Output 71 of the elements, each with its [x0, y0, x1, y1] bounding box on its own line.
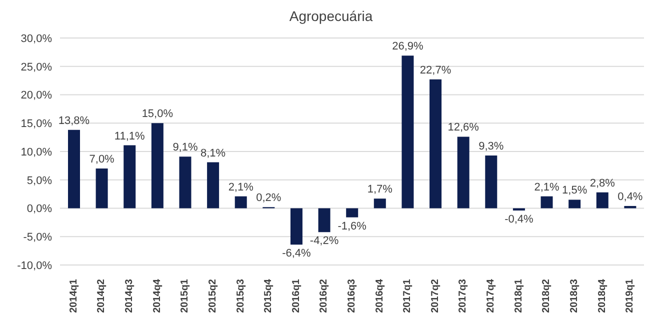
bar [346, 208, 358, 218]
x-tick-label: 2015q3 [235, 278, 246, 313]
data-label: 12,6% [448, 122, 480, 134]
data-label: 13,8% [58, 114, 90, 127]
chart-title: Agropecuária [288, 8, 374, 26]
x-tick-label: 2016q4 [374, 278, 386, 313]
data-label: 0,2% [256, 192, 282, 204]
y-tick-label: 0,0% [26, 203, 52, 216]
y-tick-label: 10,0% [20, 146, 52, 158]
x-tick-label: 2015q2 [207, 278, 218, 313]
data-label: 26,9% [392, 40, 424, 53]
x-tick-label: 2014q4 [152, 278, 163, 313]
y-tick-label: 30,0% [20, 32, 52, 45]
data-label: -4,2% [310, 235, 339, 248]
y-tick-label: -5,0% [23, 232, 52, 244]
data-label: 1,5% [562, 184, 588, 197]
data-label: 7,0% [89, 154, 115, 166]
x-tick-label: 2014q1 [68, 278, 80, 313]
data-label: -0,4% [504, 214, 534, 226]
bar [68, 130, 80, 208]
bar [96, 168, 108, 208]
data-label: 0,4% [618, 190, 643, 203]
bar [402, 56, 414, 208]
data-label: 9,3% [478, 140, 504, 152]
bar [234, 196, 247, 208]
bar [624, 206, 636, 208]
data-label: 2,1% [228, 181, 254, 194]
bar [179, 156, 192, 208]
data-label: 8,1% [200, 147, 226, 160]
bar [457, 136, 470, 208]
data-label: 9,1% [172, 142, 198, 154]
bar [596, 192, 608, 208]
x-tick-label: 2015q4 [263, 278, 274, 313]
x-tick-label: 2016q3 [346, 278, 358, 313]
x-tick-label: 2019q1 [624, 278, 636, 313]
bar [290, 208, 302, 245]
bar [568, 200, 581, 208]
bar [430, 79, 442, 208]
x-tick-label: 2014q3 [124, 278, 136, 313]
bar [151, 123, 164, 208]
x-tick-label: 2017q3 [458, 278, 469, 313]
x-tick-label: 2018q1 [513, 278, 524, 313]
data-label: 22,7% [420, 64, 452, 76]
data-label: 2,1% [534, 181, 560, 194]
data-label: 2,8% [590, 177, 616, 190]
bar [540, 196, 553, 208]
y-tick-label: 15,0% [20, 118, 52, 130]
y-tick-label: 5,0% [26, 174, 52, 187]
x-tick-label: 2017q4 [486, 278, 497, 313]
x-tick-label: 2018q3 [568, 278, 580, 313]
bar [485, 155, 498, 208]
y-tick-label: 25,0% [20, 61, 52, 74]
x-tick-label: 2015q1 [180, 278, 191, 313]
bar [318, 208, 330, 232]
x-tick-label: 2017q1 [402, 278, 414, 313]
bar [124, 145, 136, 208]
x-tick-label: 2018q4 [596, 278, 608, 313]
x-tick-label: 2014q2 [96, 278, 108, 313]
x-tick-label: 2016q1 [290, 278, 302, 313]
data-label: -1,6% [338, 220, 367, 232]
data-label: 11,1% [114, 130, 146, 142]
data-label: -6,4% [282, 248, 312, 260]
y-tick-label: 20,0% [20, 90, 52, 102]
data-label: 15,0% [142, 108, 174, 120]
y-tick-label: -10,0% [17, 260, 52, 272]
bar [374, 198, 386, 208]
x-tick-label: 2018q2 [541, 278, 552, 313]
x-tick-label: 2016q2 [318, 278, 330, 313]
bar [207, 162, 220, 208]
data-label: 1,7% [367, 184, 393, 196]
x-tick-label: 2017q2 [430, 278, 441, 313]
